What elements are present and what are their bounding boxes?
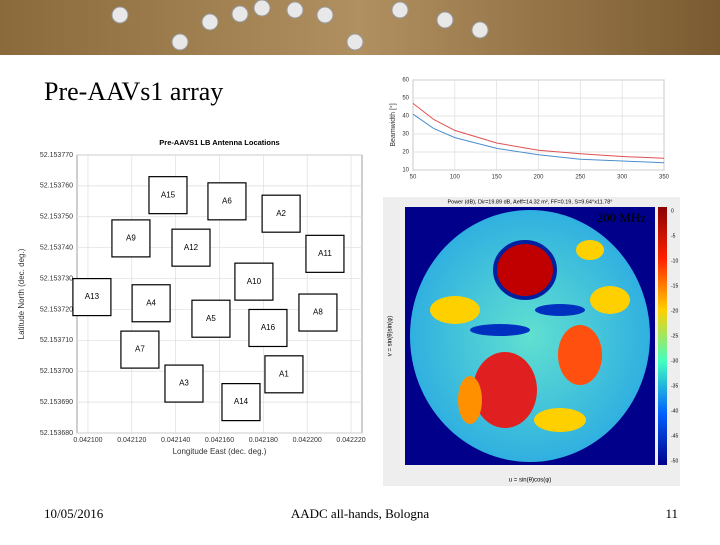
- colorbar-label: 0: [671, 208, 674, 214]
- antenna-label: A4: [146, 298, 156, 307]
- y-tick-label: 60: [402, 78, 409, 84]
- y-axis-label: Latitude North (dec. deg.): [17, 248, 26, 339]
- antenna-label: A12: [184, 243, 199, 252]
- antenna-box: [248, 308, 288, 348]
- x-tick-label: 0.042140: [161, 437, 190, 444]
- antenna-box: [164, 364, 204, 403]
- power-map-x-label: u = sin(θ)cos(φ): [509, 478, 551, 484]
- y-tick-label: 52.153770: [40, 152, 73, 159]
- footer-date: 10/05/2016: [44, 506, 104, 521]
- y-tick-label: 30: [402, 132, 409, 138]
- header-decoration: [111, 0, 489, 51]
- antenna-box: [221, 383, 261, 422]
- y-tick-label: 52.153700: [40, 368, 73, 375]
- colorbar-label: -45: [671, 433, 678, 439]
- footer-event: AADC all-hands, Bologna: [291, 506, 430, 521]
- y-tick-label: 52.153750: [40, 214, 73, 221]
- antenna-label: A6: [222, 196, 232, 205]
- y-tick-label: 52.153720: [40, 306, 73, 313]
- colorbar: [658, 207, 667, 465]
- power-map-title: Power (dB), Dir=19.89 dB, Aeff=14.32 m²,…: [447, 199, 612, 205]
- y-tick-label: 50: [402, 96, 409, 102]
- y-tick-label: 10: [402, 168, 409, 174]
- antenna-label: A10: [247, 277, 262, 286]
- antenna-box: [72, 277, 112, 317]
- colorbar-label: -30: [671, 358, 678, 364]
- colorbar-label: -5: [671, 233, 676, 239]
- antenna-box: [261, 194, 301, 233]
- x-tick-label: 0.042120: [117, 437, 146, 444]
- y-tick-label: 52.153690: [40, 399, 73, 406]
- antenna-label: A3: [179, 379, 189, 388]
- antenna-label: A13: [85, 292, 100, 301]
- power-map-y-label: v = sin(θ)sin(φ): [388, 316, 394, 356]
- colorbar-label: -25: [671, 333, 678, 339]
- power-map-pattern: [410, 210, 650, 462]
- x-tick-label: 350: [659, 175, 670, 181]
- antenna-label: A8: [313, 308, 323, 317]
- antenna-label: A5: [206, 314, 216, 323]
- x-tick-label: 0.042220: [336, 437, 365, 444]
- y-tick-label: 52.153740: [40, 245, 73, 252]
- antenna-label: A7: [135, 345, 145, 354]
- x-tick-label: 0.042160: [205, 437, 234, 444]
- y-tick-label: 40: [402, 114, 409, 120]
- colorbar-label: -35: [671, 383, 678, 389]
- y-axis-label: Beamwidth [°]: [389, 103, 397, 146]
- y-tick-label: 52.153710: [40, 337, 73, 344]
- antenna-box: [234, 262, 274, 301]
- x-tick-label: 100: [450, 175, 461, 181]
- y-tick-label: 52.153730: [40, 275, 73, 282]
- antenna-label: A15: [161, 190, 176, 199]
- antenna-box: [131, 284, 171, 323]
- beamwidth-line: [412, 103, 665, 159]
- x-tick-label: 0.042100: [73, 437, 102, 444]
- colorbar-label: -50: [671, 458, 678, 464]
- antenna-label: A11: [318, 249, 332, 258]
- frequency-label: 200 MHz: [597, 210, 647, 225]
- antenna-box: [191, 299, 231, 338]
- x-axis-label: Longitude East (dec. deg.): [173, 447, 267, 456]
- antenna-box: [111, 219, 151, 258]
- antenna-box: [120, 330, 160, 369]
- x-tick-label: 200: [533, 175, 544, 181]
- plot-title: Pre-AAVS1 LB Antenna Locations: [159, 138, 279, 147]
- x-tick-label: 0.042180: [249, 437, 278, 444]
- beamwidth-line: [412, 113, 665, 164]
- antenna-label: A9: [126, 234, 136, 243]
- antenna-label: A16: [261, 323, 276, 332]
- antenna-box: [305, 234, 345, 273]
- x-tick-label: 50: [410, 175, 417, 181]
- y-tick-label: 20: [402, 150, 409, 156]
- antenna-box: [207, 182, 247, 221]
- slide-title: Pre-AAVs1 array: [44, 77, 223, 106]
- colorbar-label: -10: [671, 258, 678, 264]
- y-tick-label: 52.153680: [40, 430, 73, 437]
- colorbar-label: -20: [671, 308, 678, 314]
- x-tick-label: 0.042200: [293, 437, 322, 444]
- colorbar-label: -15: [671, 283, 678, 289]
- footer-page: 11: [665, 506, 678, 521]
- antenna-box: [298, 293, 338, 332]
- x-tick-label: 150: [492, 175, 503, 181]
- antenna-box: [171, 228, 211, 267]
- x-tick-label: 250: [575, 175, 586, 181]
- antenna-label: A14: [234, 397, 249, 406]
- antenna-box: [264, 355, 304, 394]
- antenna-box: [148, 176, 188, 215]
- y-tick-label: 52.153760: [40, 183, 73, 190]
- x-tick-label: 300: [617, 175, 628, 181]
- antenna-label: A1: [279, 369, 289, 378]
- colorbar-label: -40: [671, 408, 678, 414]
- antenna-label: A2: [276, 209, 286, 218]
